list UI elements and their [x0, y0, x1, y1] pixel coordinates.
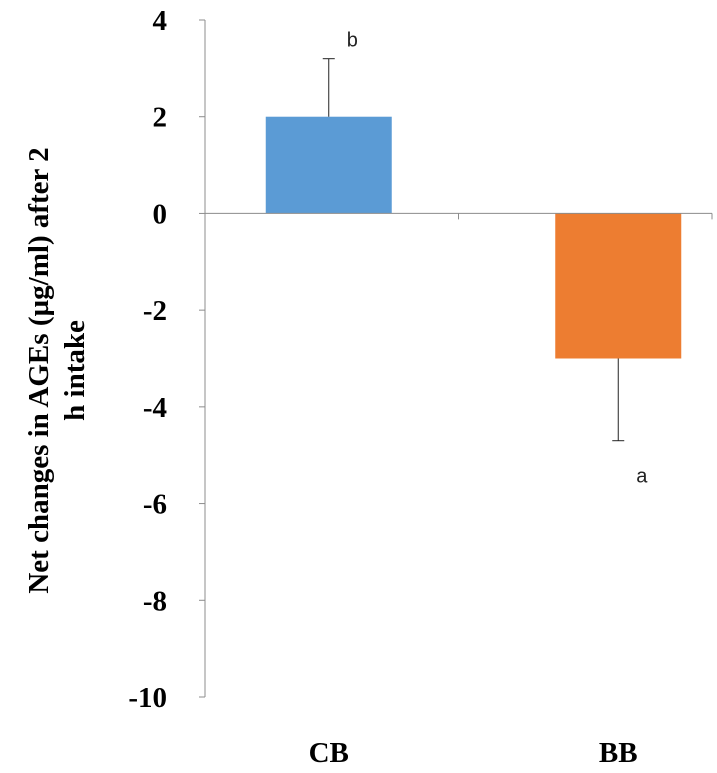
y-tick-label: -10 — [128, 682, 167, 714]
error-bars — [322, 58, 625, 442]
bar-cb — [265, 116, 392, 214]
y-tick-label: 2 — [153, 102, 168, 134]
y-tick-label: -6 — [143, 489, 167, 521]
y-axis-ticks: 4 2 0 -2 -4 -6 -8 -10 — [128, 5, 205, 714]
category-label: BB — [599, 737, 638, 769]
significance-label: b — [347, 30, 358, 52]
y-tick-label: -2 — [143, 295, 167, 327]
y-axis-label: Net changes in AGEs (µg/ml) after 2 h in… — [23, 147, 91, 593]
y-tick-label: 4 — [153, 5, 168, 37]
category-labels: CB BB — [309, 737, 638, 769]
y-tick-label: -4 — [143, 392, 167, 424]
bar-bb — [555, 213, 682, 359]
significance-labels: ba — [347, 30, 649, 488]
category-label: CB — [309, 737, 349, 769]
y-axis-label-line-2: h intake — [59, 320, 91, 421]
y-tick-label: 0 — [153, 198, 168, 230]
bars — [265, 116, 682, 359]
axes — [204, 20, 713, 697]
y-axis-label-line-1: Net changes in AGEs (µg/ml) after 2 — [23, 147, 55, 593]
significance-label: a — [636, 466, 648, 488]
y-tick-label: -8 — [143, 585, 167, 617]
